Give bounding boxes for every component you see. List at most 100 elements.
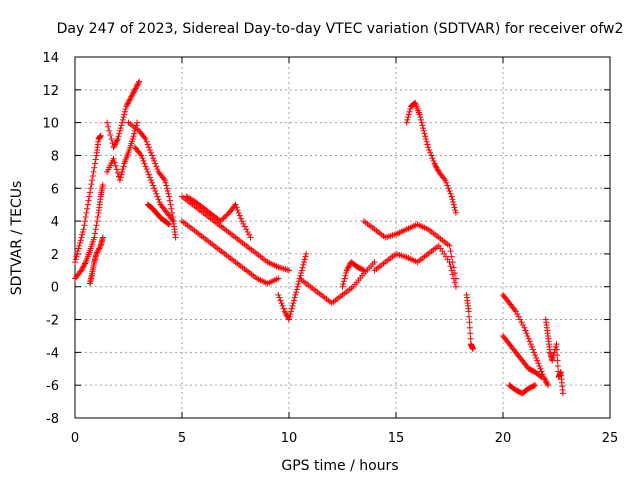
y-tick-label: 10 bbox=[42, 117, 59, 132]
data-point bbox=[113, 138, 120, 145]
y-axis-label: SDTVAR / TECUs bbox=[9, 181, 25, 296]
data-point bbox=[447, 263, 454, 270]
data-point bbox=[441, 175, 448, 182]
data-point bbox=[519, 322, 526, 329]
data-point bbox=[91, 230, 98, 237]
data-point bbox=[246, 231, 253, 238]
data-point bbox=[145, 144, 152, 151]
data-point bbox=[138, 152, 145, 159]
data-point bbox=[287, 311, 294, 318]
data-point bbox=[72, 259, 78, 266]
data-point bbox=[233, 204, 240, 211]
data-point bbox=[538, 373, 545, 380]
data-point bbox=[162, 179, 169, 186]
data-point bbox=[142, 136, 149, 143]
data-series bbox=[500, 332, 545, 380]
data-point bbox=[452, 207, 459, 214]
data-point bbox=[302, 253, 309, 260]
data-series bbox=[506, 382, 539, 397]
data-point bbox=[111, 141, 118, 148]
data-point bbox=[559, 390, 566, 397]
data-point bbox=[114, 137, 121, 144]
data-point bbox=[122, 105, 129, 112]
data-point bbox=[163, 182, 170, 189]
data-point bbox=[450, 201, 457, 208]
data-point bbox=[116, 177, 123, 184]
data-series bbox=[131, 144, 177, 225]
data-point bbox=[147, 149, 154, 156]
data-point bbox=[131, 130, 138, 137]
data-series bbox=[183, 193, 254, 241]
data-point bbox=[120, 114, 127, 121]
data-point bbox=[416, 111, 423, 118]
data-point bbox=[129, 92, 136, 99]
data-point bbox=[448, 267, 455, 274]
data-point bbox=[126, 97, 133, 104]
data-point bbox=[417, 114, 424, 121]
data-point bbox=[554, 352, 561, 359]
data-point bbox=[420, 127, 427, 134]
data-point bbox=[417, 116, 424, 123]
data-point bbox=[91, 164, 98, 171]
data-point bbox=[517, 316, 524, 323]
data-point bbox=[405, 111, 412, 118]
data-point bbox=[74, 248, 81, 255]
data-series bbox=[463, 291, 477, 353]
data-point bbox=[340, 280, 347, 287]
y-tick-label: 8 bbox=[51, 149, 59, 164]
data-point bbox=[81, 260, 88, 267]
data-point bbox=[143, 138, 150, 145]
data-point bbox=[111, 159, 118, 166]
data-point bbox=[141, 160, 148, 167]
data-point bbox=[243, 226, 250, 233]
data-point bbox=[142, 163, 149, 170]
data-point bbox=[112, 162, 119, 169]
data-point bbox=[131, 88, 138, 95]
data-point bbox=[429, 155, 436, 162]
data-point bbox=[407, 105, 414, 112]
data-point bbox=[218, 216, 225, 223]
data-point bbox=[96, 244, 103, 251]
data-point bbox=[88, 181, 95, 188]
data-point bbox=[128, 93, 135, 100]
data-point bbox=[89, 172, 96, 179]
data-point bbox=[525, 335, 532, 342]
y-tick-label: 14 bbox=[42, 51, 59, 66]
data-point bbox=[543, 379, 550, 386]
data-point bbox=[277, 297, 284, 304]
data-point bbox=[73, 253, 80, 260]
data-point bbox=[339, 283, 346, 290]
data-point bbox=[165, 190, 172, 197]
data-point bbox=[119, 119, 126, 126]
x-tick-label: 15 bbox=[388, 431, 405, 446]
data-point bbox=[295, 280, 302, 287]
data-point bbox=[554, 363, 561, 370]
data-point bbox=[244, 229, 251, 236]
data-point bbox=[241, 223, 248, 230]
data-point bbox=[537, 373, 544, 380]
data-series bbox=[72, 181, 106, 282]
data-point bbox=[94, 249, 101, 256]
points-layer bbox=[72, 78, 566, 397]
data-series bbox=[360, 218, 459, 282]
data-point bbox=[542, 378, 549, 385]
data-point bbox=[344, 265, 351, 272]
data-point bbox=[110, 155, 117, 162]
data-point bbox=[419, 122, 426, 129]
data-point bbox=[125, 99, 132, 106]
data-point bbox=[129, 136, 136, 143]
data-point bbox=[514, 311, 521, 318]
data-point bbox=[170, 218, 177, 225]
data-point bbox=[164, 220, 171, 227]
data-point bbox=[340, 278, 347, 285]
data-point bbox=[442, 177, 449, 184]
data-point bbox=[72, 256, 79, 263]
data-point bbox=[278, 300, 285, 307]
data-point bbox=[293, 286, 300, 293]
data-point bbox=[553, 346, 560, 353]
y-tick-label: -4 bbox=[46, 346, 59, 361]
data-point bbox=[144, 168, 151, 175]
data-point bbox=[153, 163, 160, 170]
data-point bbox=[528, 343, 535, 350]
data-point bbox=[137, 151, 144, 158]
